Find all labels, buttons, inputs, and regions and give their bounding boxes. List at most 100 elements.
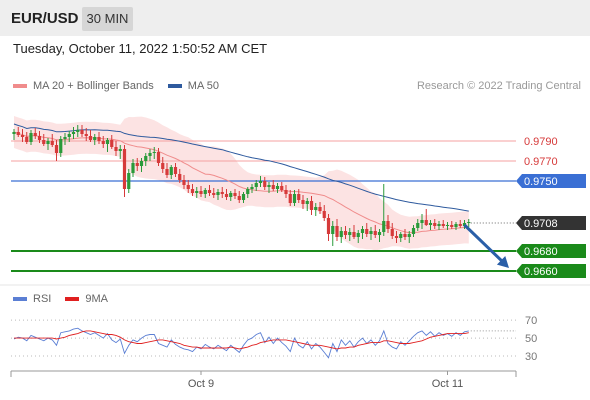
candle-body xyxy=(93,137,97,140)
candle-body xyxy=(220,192,224,194)
candle-body xyxy=(76,130,80,132)
time-tick-label: Oct 11 xyxy=(432,378,464,390)
candle-body xyxy=(297,194,301,200)
candle xyxy=(258,176,263,187)
candle-body xyxy=(139,161,144,166)
candle-body xyxy=(407,234,411,237)
candle-body xyxy=(437,224,441,226)
header-bar: EUR/USD 30 MIN xyxy=(0,0,590,36)
candle xyxy=(237,191,241,203)
candle-body xyxy=(63,137,67,139)
candle-body xyxy=(365,229,369,234)
candle xyxy=(88,130,93,142)
candle xyxy=(156,148,161,166)
candle xyxy=(203,188,207,198)
candle xyxy=(288,190,292,206)
candle xyxy=(229,191,233,201)
candle xyxy=(322,205,326,221)
candle xyxy=(450,221,454,229)
ma50-line xyxy=(13,123,469,212)
candle xyxy=(331,221,335,246)
rsi-tick-label-70: 70 xyxy=(525,315,537,327)
timeframe-badge[interactable]: 30 MIN xyxy=(82,7,133,31)
candle xyxy=(284,185,288,198)
candle-body xyxy=(301,200,305,204)
candle xyxy=(462,220,467,229)
candle xyxy=(207,185,212,196)
candle-body xyxy=(441,224,445,226)
candle-body xyxy=(386,221,390,229)
candle xyxy=(352,225,356,239)
candle xyxy=(373,225,377,238)
candle xyxy=(67,131,71,142)
candle xyxy=(114,141,118,156)
candle xyxy=(12,129,16,140)
candle xyxy=(199,186,203,197)
candle xyxy=(305,198,309,211)
candle-body xyxy=(403,234,407,237)
candle xyxy=(224,189,229,200)
candle xyxy=(314,203,318,216)
candle-body xyxy=(309,201,314,210)
candle xyxy=(42,134,46,146)
candle-body xyxy=(105,140,110,144)
candle-body xyxy=(195,191,199,193)
candle-body xyxy=(394,236,399,238)
candle-body xyxy=(318,207,322,211)
candle-body xyxy=(212,193,216,195)
candle xyxy=(127,169,131,193)
candle-body xyxy=(84,134,88,136)
candle-body xyxy=(127,173,131,189)
legend-item-rsi: RSI xyxy=(13,293,51,305)
candle xyxy=(343,226,348,239)
candle xyxy=(263,177,267,190)
candle-body xyxy=(275,186,280,189)
candle-body xyxy=(207,190,212,193)
candle-body xyxy=(186,185,190,189)
candle xyxy=(292,190,297,206)
legend-swatch-ma50 xyxy=(167,84,182,88)
candle-body xyxy=(67,134,71,137)
candle-body xyxy=(462,223,467,226)
candle-body xyxy=(305,201,309,204)
candle xyxy=(186,180,190,193)
candle-body xyxy=(46,141,50,144)
candle xyxy=(50,134,54,147)
candle xyxy=(233,189,237,199)
candle-body xyxy=(33,133,37,136)
candle-body xyxy=(322,211,326,218)
candle xyxy=(301,195,305,209)
candle xyxy=(394,231,399,243)
level-label-0-9708: 0.9708 xyxy=(524,218,558,230)
candle xyxy=(46,138,50,150)
candle xyxy=(441,220,445,228)
candle-body xyxy=(178,174,182,180)
legend-item-ma20: MA 20 + Bollinger Bands xyxy=(13,80,154,92)
candle-body xyxy=(263,181,267,187)
candle-body xyxy=(190,189,195,193)
candle-body xyxy=(356,233,360,237)
candle xyxy=(428,220,433,230)
candle xyxy=(467,219,471,227)
candle-body xyxy=(348,232,352,235)
candle-body xyxy=(165,169,169,175)
candle-body xyxy=(416,223,420,228)
candle xyxy=(326,214,331,241)
candle xyxy=(411,225,416,237)
candle xyxy=(454,222,458,230)
candle-body xyxy=(42,140,46,144)
legend-swatch-ma20 xyxy=(13,84,27,88)
candle-body xyxy=(360,229,365,233)
candle xyxy=(161,157,165,173)
candle xyxy=(365,223,369,237)
candle xyxy=(399,232,403,242)
legend-label-ma50: MA 50 xyxy=(187,80,219,92)
candle-body xyxy=(250,187,254,189)
candle-body xyxy=(29,133,33,142)
legend-swatch-9ma xyxy=(65,297,80,301)
candle-body xyxy=(424,220,428,225)
candle xyxy=(110,135,114,149)
legend-item-9ma: 9MA xyxy=(65,293,108,305)
candle xyxy=(16,127,20,137)
